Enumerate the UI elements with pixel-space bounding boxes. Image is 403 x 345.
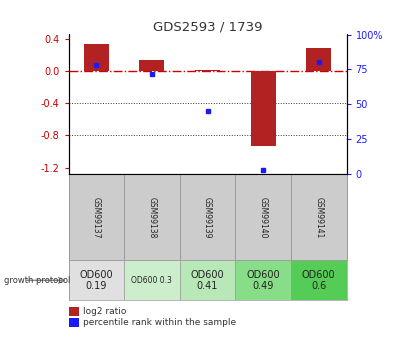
Text: OD600
0.49: OD600 0.49	[246, 269, 280, 291]
Bar	[84, 44, 109, 71]
Title: GDS2593 / 1739: GDS2593 / 1739	[153, 20, 262, 33]
Bar	[180, 260, 235, 300]
Text: GSM99141: GSM99141	[314, 197, 323, 238]
Text: GSM99137: GSM99137	[92, 197, 101, 238]
Text: OD600 0.3: OD600 0.3	[131, 276, 172, 285]
Bar	[124, 260, 180, 300]
Text: OD600
0.19: OD600 0.19	[79, 269, 113, 291]
Text: growth protocol: growth protocol	[4, 276, 71, 285]
Bar	[195, 70, 220, 71]
Text: GSM99140: GSM99140	[259, 197, 268, 238]
Bar	[139, 60, 164, 71]
Bar	[69, 260, 124, 300]
Text: OD600
0.6: OD600 0.6	[302, 269, 336, 291]
Text: percentile rank within the sample: percentile rank within the sample	[83, 318, 236, 327]
Bar	[306, 48, 331, 71]
Bar	[291, 260, 347, 300]
Bar	[251, 71, 276, 146]
Text: log2 ratio: log2 ratio	[83, 307, 126, 316]
Bar	[235, 260, 291, 300]
Text: GSM99138: GSM99138	[147, 197, 156, 238]
Text: OD600
0.41: OD600 0.41	[191, 269, 224, 291]
Text: GSM99139: GSM99139	[203, 197, 212, 238]
